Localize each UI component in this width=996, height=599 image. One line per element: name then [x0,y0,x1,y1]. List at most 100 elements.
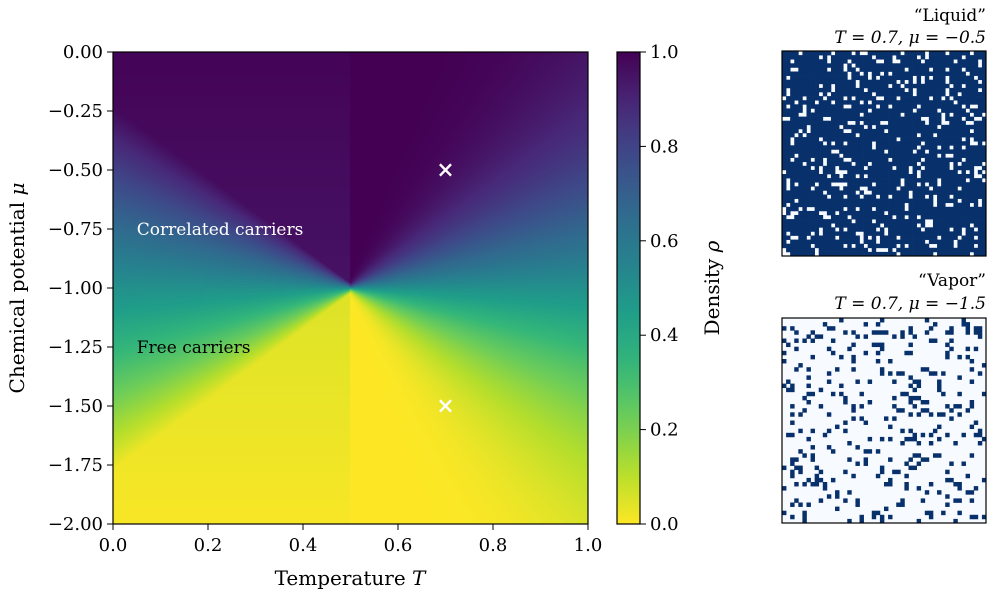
lattice-site [920,83,926,89]
lattice-site [892,100,897,105]
lattice-site [953,206,958,212]
lattice-site [932,453,938,458]
lattice-site [920,161,926,167]
lattice-site [818,194,824,199]
lattice-site [957,202,962,208]
lattice-site [920,223,926,228]
lattice-site [843,428,848,434]
lattice-site [973,326,979,331]
lattice-site [900,165,905,171]
lattice-site [924,330,930,335]
lattice-site [965,206,971,212]
lattice-site [830,133,836,138]
lattice-site [892,75,897,81]
lattice-site [965,87,971,93]
lattice-site [892,124,897,130]
lattice-site [839,247,844,253]
lattice-site [790,251,795,257]
lattice-site [806,149,811,154]
lattice-site [818,71,824,76]
lattice-site [973,346,979,352]
lattice-site [941,206,946,212]
lattice-site [888,231,893,236]
lattice-site [790,178,795,183]
lattice-site [912,120,917,126]
lattice-site [941,210,946,216]
lattice-site [851,182,856,187]
lattice-site [965,490,971,495]
lattice-site [892,157,897,163]
lattice-site [920,133,926,138]
lattice-site [814,482,820,487]
lattice-site [920,206,926,212]
lattice-site [859,145,864,150]
lattice-site [957,67,962,72]
lattice-site [810,219,815,224]
lattice-site [843,186,848,191]
lattice-site [863,231,869,236]
lattice-site [826,243,832,249]
lattice-site [896,371,901,376]
lattice-site [790,514,795,520]
lattice-site [932,190,938,195]
lattice-site [794,112,799,117]
lattice-site [900,174,905,179]
lattice-site [981,157,987,163]
lattice-site [822,128,828,134]
lattice-site [953,169,958,175]
lattice-site [900,87,905,93]
lattice-site [847,149,852,154]
lattice-site [867,133,873,138]
lattice-site [851,157,856,163]
lattice-site [790,63,795,68]
lattice-site [932,338,938,343]
lattice-site [920,400,926,405]
lattice-site [818,149,824,154]
lattice-site [843,108,848,113]
lattice-site [945,494,950,499]
lattice-site [810,169,815,175]
lattice-site [949,416,954,421]
lattice-site [928,161,934,167]
lattice-site [977,96,983,101]
lattice-site [835,243,840,249]
lattice-site [941,371,946,376]
lattice-site [900,247,905,253]
lattice-site [855,235,860,240]
lattice-site [904,133,909,138]
lattice-site [782,239,787,245]
lattice-site [973,133,979,138]
lattice-site [802,157,807,163]
lattice-site [957,210,962,216]
lattice-site [941,51,946,56]
lattice-site [806,202,811,208]
lattice-site [969,169,975,175]
lattice-site [928,157,934,163]
lattice-site [896,112,901,117]
lattice-site [794,108,799,113]
lattice-site [957,404,962,409]
lattice-site [965,141,971,146]
lattice-site [957,145,962,150]
lattice-site [782,92,787,97]
lattice-site [888,96,893,101]
lattice-site [949,461,954,466]
lattice-site [802,124,807,130]
lattice-site [794,338,799,343]
lattice-site [818,79,824,85]
lattice-site [937,174,942,179]
lattice-site [794,186,799,191]
lattice-site [835,194,840,199]
lattice-site [818,215,824,220]
lattice-site [957,153,962,158]
lattice-site [843,174,848,179]
lattice-site [981,210,987,216]
lattice-site [928,202,934,208]
lattice-site [884,100,889,105]
lattice-site [981,153,987,158]
lattice-site [847,206,852,212]
lattice-site [835,59,840,64]
lattice-site [835,239,840,245]
lattice-site [879,215,885,220]
lattice-site [802,235,807,240]
